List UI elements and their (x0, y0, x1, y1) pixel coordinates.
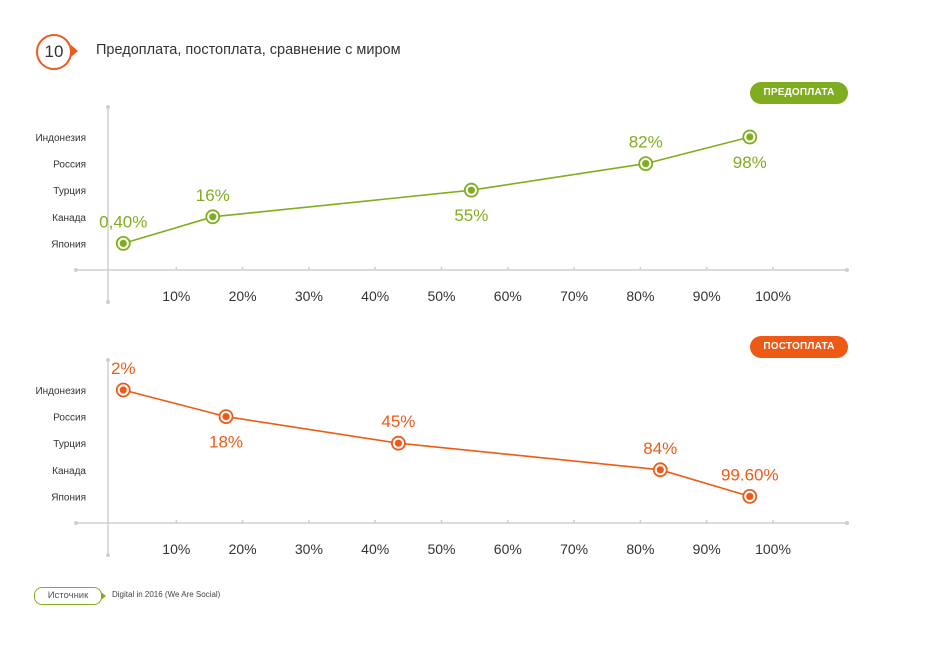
x-tick-label: 10% (162, 541, 190, 557)
x-axis-end-dot (74, 521, 78, 525)
y-tick-label: Россия (53, 413, 86, 424)
prepaid-chart: Индонезия Россия Турция Канада Япония 10% 20% 3… (35, 105, 849, 304)
y-tick-label: Япония (51, 239, 86, 250)
x-tick-label: 20% (229, 288, 257, 304)
page-title: Предоплата, постоплата, сравнение с миро… (96, 42, 401, 58)
x-tick-label: 40% (361, 541, 389, 557)
data-label: 82% (629, 133, 663, 152)
x-tick-label: 70% (560, 541, 588, 557)
x-axis-end-dot (845, 268, 849, 272)
data-point-center (394, 439, 403, 447)
data-point-center (746, 492, 754, 500)
data-label: 99.60% (721, 465, 779, 484)
x-tick-label: 60% (494, 541, 522, 557)
data-point-center (222, 413, 230, 421)
x-tick-label: 50% (427, 288, 455, 304)
y-axis-end-dot (106, 105, 110, 109)
data-point-center (467, 186, 475, 194)
y-axis-end-dot (106, 300, 110, 304)
prepaid-badge: ПРЕДОПЛАТА (750, 82, 848, 104)
x-tick-label: 50% (427, 541, 455, 557)
x-tick-label: 10% (162, 288, 190, 304)
postpaid-chart: Индонезия Россия Турция Канада Япония 10% 20% 3… (35, 358, 849, 557)
data-point-center (119, 239, 127, 247)
y-tick-label: Индонезия (35, 386, 86, 397)
y-tick-label: Турция (53, 439, 86, 450)
data-label: 55% (454, 206, 488, 225)
data-label: 16% (196, 186, 230, 205)
data-point-center (656, 466, 664, 474)
x-tick-label: 100% (755, 541, 791, 557)
data-label: 18% (209, 433, 243, 452)
y-tick-label: Индонезия (35, 133, 86, 144)
x-tick-label: 20% (229, 541, 257, 557)
data-label: 45% (381, 412, 415, 431)
data-label: 84% (643, 439, 677, 458)
x-axis-end-dot (845, 521, 849, 525)
x-tick-label: 60% (494, 288, 522, 304)
x-tick-label: 90% (693, 541, 721, 557)
page-number-badge: 10 (36, 34, 72, 70)
source-arrow-icon (101, 592, 106, 600)
x-tick-label: 80% (626, 288, 654, 304)
data-point-center (642, 160, 650, 168)
x-tick-label: 30% (295, 288, 323, 304)
y-tick-label: Канада (52, 213, 86, 224)
y-tick-label: Канада (52, 466, 86, 477)
x-tick-label: 30% (295, 541, 323, 557)
x-tick-label: 100% (755, 288, 791, 304)
postpaid-badge: ПОСТОПЛАТА (750, 336, 848, 358)
page-badge-arrow-icon (71, 45, 78, 57)
x-tick-label: 80% (626, 541, 654, 557)
x-tick-label: 90% (693, 288, 721, 304)
source-label: Источник (34, 587, 102, 605)
x-axis-end-dot (74, 268, 78, 272)
source-text: Digital in 2016 (We Are Social) (112, 590, 221, 599)
y-axis-end-dot (106, 358, 110, 362)
data-label: 98% (733, 153, 767, 172)
x-tick-label: 70% (560, 288, 588, 304)
data-point-center (209, 213, 217, 221)
x-tick-label: 40% (361, 288, 389, 304)
y-tick-label: Россия (53, 160, 86, 171)
data-point-center (746, 133, 754, 141)
y-tick-label: Турция (53, 186, 86, 197)
data-point-center (119, 386, 127, 394)
y-axis-end-dot (106, 553, 110, 557)
data-label: 0,40% (99, 212, 147, 231)
data-label: 2% (111, 359, 136, 378)
y-tick-label: Япония (51, 492, 86, 503)
